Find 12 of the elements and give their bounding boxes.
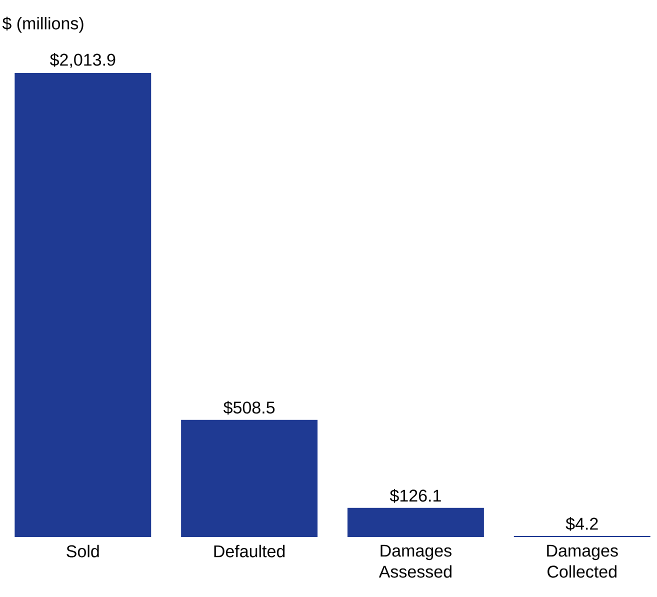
bar xyxy=(14,72,152,537)
bar xyxy=(347,508,484,537)
x-tick-label: Damages Assessed xyxy=(378,544,452,578)
x-tick-label: Defaulted xyxy=(214,544,285,558)
data-label: $126.1 xyxy=(390,488,441,503)
data-label: $508.5 xyxy=(223,400,275,415)
bar xyxy=(181,420,318,537)
x-tick-label: Damages Collected xyxy=(547,544,618,578)
y-axis-title: $ (millions) xyxy=(2,16,84,33)
data-label: $2,013.9 xyxy=(50,53,116,68)
data-label: $4.2 xyxy=(566,517,598,531)
x-tick-label: Sold xyxy=(66,544,99,558)
